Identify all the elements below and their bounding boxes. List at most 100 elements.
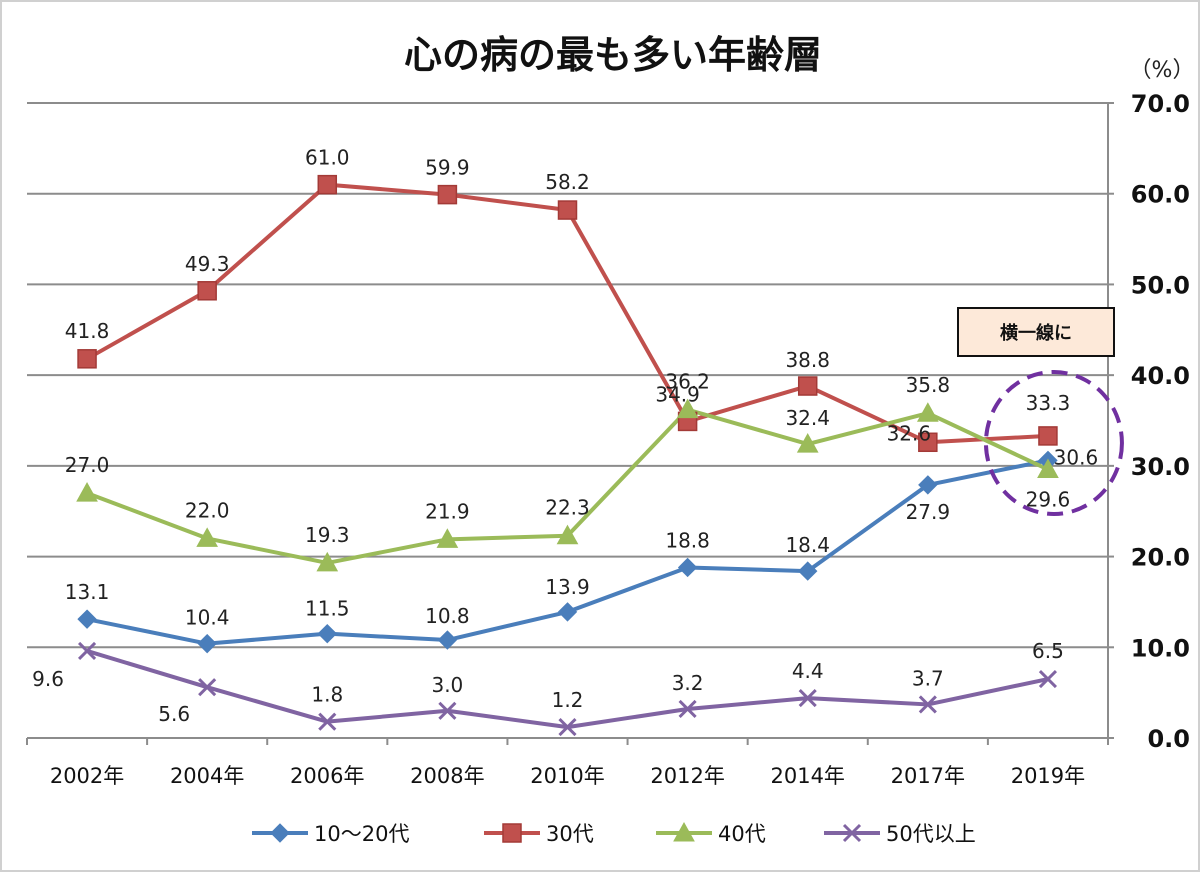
data-label-50-plus: 5.6 [158,702,190,726]
data-label-40: 27.0 [65,453,110,477]
y-tick-label: 40.0 [1131,362,1190,390]
data-point-40 [316,551,339,572]
data-label-50-plus: 3.7 [912,666,944,690]
marker-stroke [198,678,217,697]
annotation: 横一線に [957,307,1124,516]
data-label-10-20: 27.9 [906,500,951,524]
data-label-40: 21.9 [425,499,470,523]
data-label-40: 35.8 [906,373,951,397]
data-point-30 [77,349,97,369]
y-tick-label: 30.0 [1131,453,1190,481]
data-point-40 [916,402,939,422]
data-label-50-plus: 3.0 [431,673,463,697]
series-markers [76,174,1059,737]
data-point-10-20 [197,633,217,654]
data-point-40 [1037,458,1059,478]
data-label-30: 49.3 [185,252,230,276]
data-point-40 [196,527,219,547]
x-tick-label: 2006年 [290,764,364,788]
data-label-50-plus: 4.4 [792,659,824,683]
data-point-30 [317,174,338,195]
unit-label: （%） [1130,58,1195,83]
marker-stroke [1038,669,1058,689]
data-label-30: 59.9 [425,156,470,180]
data-label-10-20: 18.4 [785,533,830,557]
marker-stroke [77,641,97,660]
data-point-10-20 [557,602,578,622]
data-label-40: 29.6 [1026,487,1071,511]
data-point-50-plus [1038,669,1058,689]
data-label-30: 38.8 [785,348,830,372]
data-point-50-plus [438,701,457,720]
data-label-50-plus: 1.2 [552,688,584,712]
legend-marker [673,821,695,842]
legend-label: 10〜20代 [314,822,409,846]
x-tick-label: 2004年 [170,764,244,788]
data-point-30 [437,184,458,205]
data-label-50-plus: 3.2 [672,671,704,695]
data-label-40: 36.2 [665,370,710,394]
data-label-10-20: 10.4 [185,606,230,630]
data-label-10-20: 11.5 [305,597,350,621]
marker-stroke [678,699,697,719]
legend-label: 50代以上 [886,822,976,846]
x-tick-label: 2014年 [770,764,844,788]
data-point-10-20 [677,557,698,578]
highlight-circle [983,370,1124,516]
data-point-50-plus [318,712,337,731]
data-label-10-20: 10.8 [425,604,470,628]
data-label-30: 61.0 [305,146,350,170]
legend-marker [502,823,522,843]
data-label-40: 19.3 [305,523,350,547]
legend: 10〜20代 30代 40代 50代以上 [252,821,976,846]
data-labels: 13.1 10.4 11.5 10.8 13.9 18.8 18.4 27.9 30.6 41.8… [32,146,1098,727]
marker-stroke [438,701,457,720]
data-point-10-20 [798,561,818,581]
data-label-10-20: 13.9 [545,575,590,599]
callout-box [957,307,1115,357]
data-point-30 [1038,426,1058,446]
data-point-10-20 [77,609,97,629]
x-tick-label: 2012年 [650,764,724,788]
legend-item-30: 30代 [484,822,594,846]
marker-stroke [798,689,817,708]
data-label-50-plus: 9.6 [32,667,64,691]
data-point-30 [557,200,578,220]
data-point-30 [918,432,938,453]
legend-label: 30代 [546,822,594,846]
y-tick-label: 70.0 [1131,90,1190,118]
data-point-50-plus [798,689,817,708]
marker-stroke [842,823,862,843]
x-tick-label: 2019年 [1011,764,1085,788]
x-tick-label: 2010年 [530,764,604,788]
data-label-40: 22.3 [545,496,590,520]
legend-item-40: 40代 [656,821,766,846]
data-label-10-20: 18.8 [665,528,710,552]
callout-text: 横一線に [1000,322,1072,344]
data-label-10-20: 13.1 [65,580,110,604]
x-tick-label: 2002年 [50,764,124,788]
data-label-40: 32.4 [785,406,830,430]
y-tick-label: 50.0 [1131,271,1190,299]
data-label-40: 22.0 [185,498,230,522]
x-axis-ticks: 2002年 2004年 2006年 2008年 2010年 2012年 2014年 2017年… [50,764,1085,788]
data-label-30: 34.9 [655,382,700,406]
legend-item-10-20: 10〜20代 [252,822,409,846]
data-point-50-plus [77,641,97,660]
y-tick-label: 60.0 [1131,181,1190,209]
y-tick-label: 20.0 [1131,544,1190,572]
data-label-50-plus: 6.5 [1032,639,1064,663]
data-label-50-plus: 1.8 [311,683,343,707]
y-tick-label: 10.0 [1131,634,1190,662]
marker-stroke [318,712,337,731]
data-label-30: 33.3 [1026,391,1071,415]
x-tick-label: 2008年 [410,764,484,788]
legend-item-50-plus: 50代以上 [824,822,976,846]
legend-marker [270,823,290,843]
series-lines [86,182,1049,730]
marker-stroke [558,718,577,737]
data-point-10-20 [437,630,458,650]
marker-stroke [918,695,937,714]
